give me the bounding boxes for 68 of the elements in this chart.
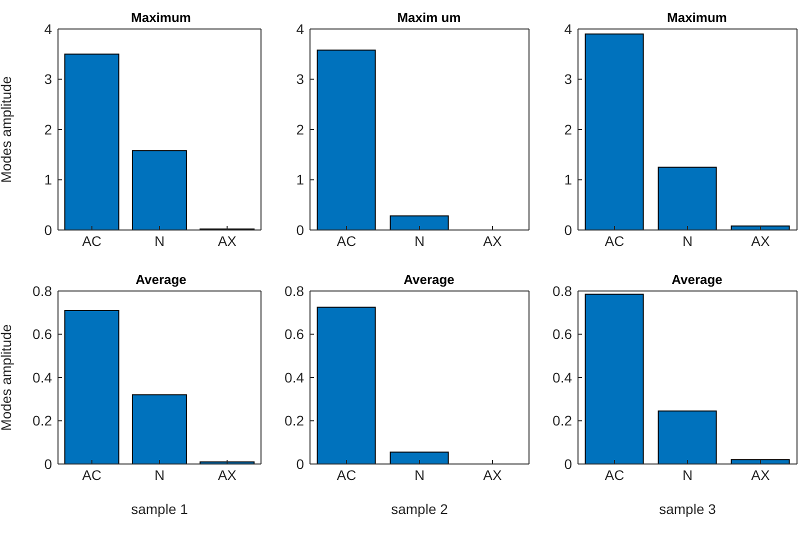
- x-tick-label: N: [682, 466, 693, 483]
- y-tick-label: 3: [564, 71, 572, 88]
- y-tick-label: 0.6: [284, 326, 304, 342]
- y-tick-label: 0.8: [284, 282, 304, 299]
- bar: [132, 394, 187, 464]
- x-tick-label: N: [154, 466, 165, 483]
- y-tick-label: 3: [296, 71, 304, 88]
- y-tick-label: 2: [296, 121, 304, 138]
- y-tick-label: 0.6: [552, 326, 572, 342]
- y-tick-label: 1: [296, 172, 304, 188]
- x-tick-label: AX: [483, 466, 502, 483]
- x-axis-title: sample 2: [391, 501, 448, 517]
- bar: [730, 459, 790, 464]
- y-tick-label: 2: [564, 121, 572, 138]
- chart-title: Maximum: [130, 10, 192, 25]
- bar: [64, 54, 120, 230]
- x-tick-label: AC: [604, 232, 624, 249]
- bar: [132, 150, 187, 230]
- x-tick-label: N: [154, 232, 165, 249]
- x-tick-label: AX: [218, 466, 238, 483]
- y-tick-label: 0.2: [552, 412, 572, 429]
- x-axis-title: sample 1: [131, 501, 188, 517]
- chart-title: Average: [402, 272, 456, 287]
- chart-title: Maxim um: [396, 10, 462, 25]
- y-tick-label: 0: [564, 456, 572, 472]
- x-tick-label: AX: [483, 232, 502, 249]
- x-tick-label: AX: [218, 232, 238, 249]
- y-tick-label: 0.6: [32, 326, 52, 342]
- chart-title: Average: [134, 272, 188, 287]
- y-tick-label: 0: [296, 456, 304, 472]
- y-axis-title: Modes amplitude: [0, 324, 14, 431]
- bar: [64, 310, 120, 464]
- y-tick-label: 0.2: [32, 412, 52, 429]
- x-tick-label: N: [414, 232, 425, 249]
- bar: [584, 34, 644, 230]
- y-tick-label: 0: [44, 222, 52, 238]
- bar: [584, 294, 644, 464]
- bar: [658, 410, 717, 464]
- y-tick-label: 0.4: [32, 369, 52, 386]
- y-tick-label: 0.4: [284, 369, 304, 386]
- y-tick-label: 0: [564, 222, 572, 238]
- y-axis-title: Modes amplitude: [0, 76, 14, 183]
- y-tick-label: 0.4: [552, 369, 572, 386]
- y-tick-label: 0.8: [32, 282, 52, 299]
- x-tick-label: N: [682, 232, 693, 249]
- x-tick-label: N: [414, 466, 425, 483]
- chart-title: Maximum: [666, 10, 728, 25]
- x-tick-label: AC: [82, 466, 102, 483]
- bar: [658, 166, 717, 230]
- y-tick-label: 0.8: [552, 282, 572, 299]
- x-axis-title: sample 3: [659, 501, 716, 517]
- y-tick-label: 1: [44, 172, 52, 188]
- x-tick-label: AX: [751, 466, 770, 483]
- y-tick-label: 0: [296, 222, 304, 238]
- y-tick-label: 4: [296, 20, 304, 37]
- x-tick-label: AC: [336, 466, 356, 483]
- x-tick-label: AC: [82, 232, 102, 249]
- y-tick-label: 2: [44, 121, 52, 138]
- x-tick-label: AX: [751, 232, 770, 249]
- y-tick-label: 1: [564, 172, 572, 188]
- chart-title: Average: [670, 272, 724, 287]
- y-tick-label: 4: [44, 20, 52, 37]
- x-tick-label: AC: [336, 232, 356, 249]
- y-tick-label: 0: [44, 456, 52, 472]
- y-tick-label: 0.2: [284, 412, 304, 429]
- x-tick-label: AC: [604, 466, 624, 483]
- y-tick-label: 3: [44, 71, 52, 88]
- y-tick-label: 4: [564, 20, 572, 37]
